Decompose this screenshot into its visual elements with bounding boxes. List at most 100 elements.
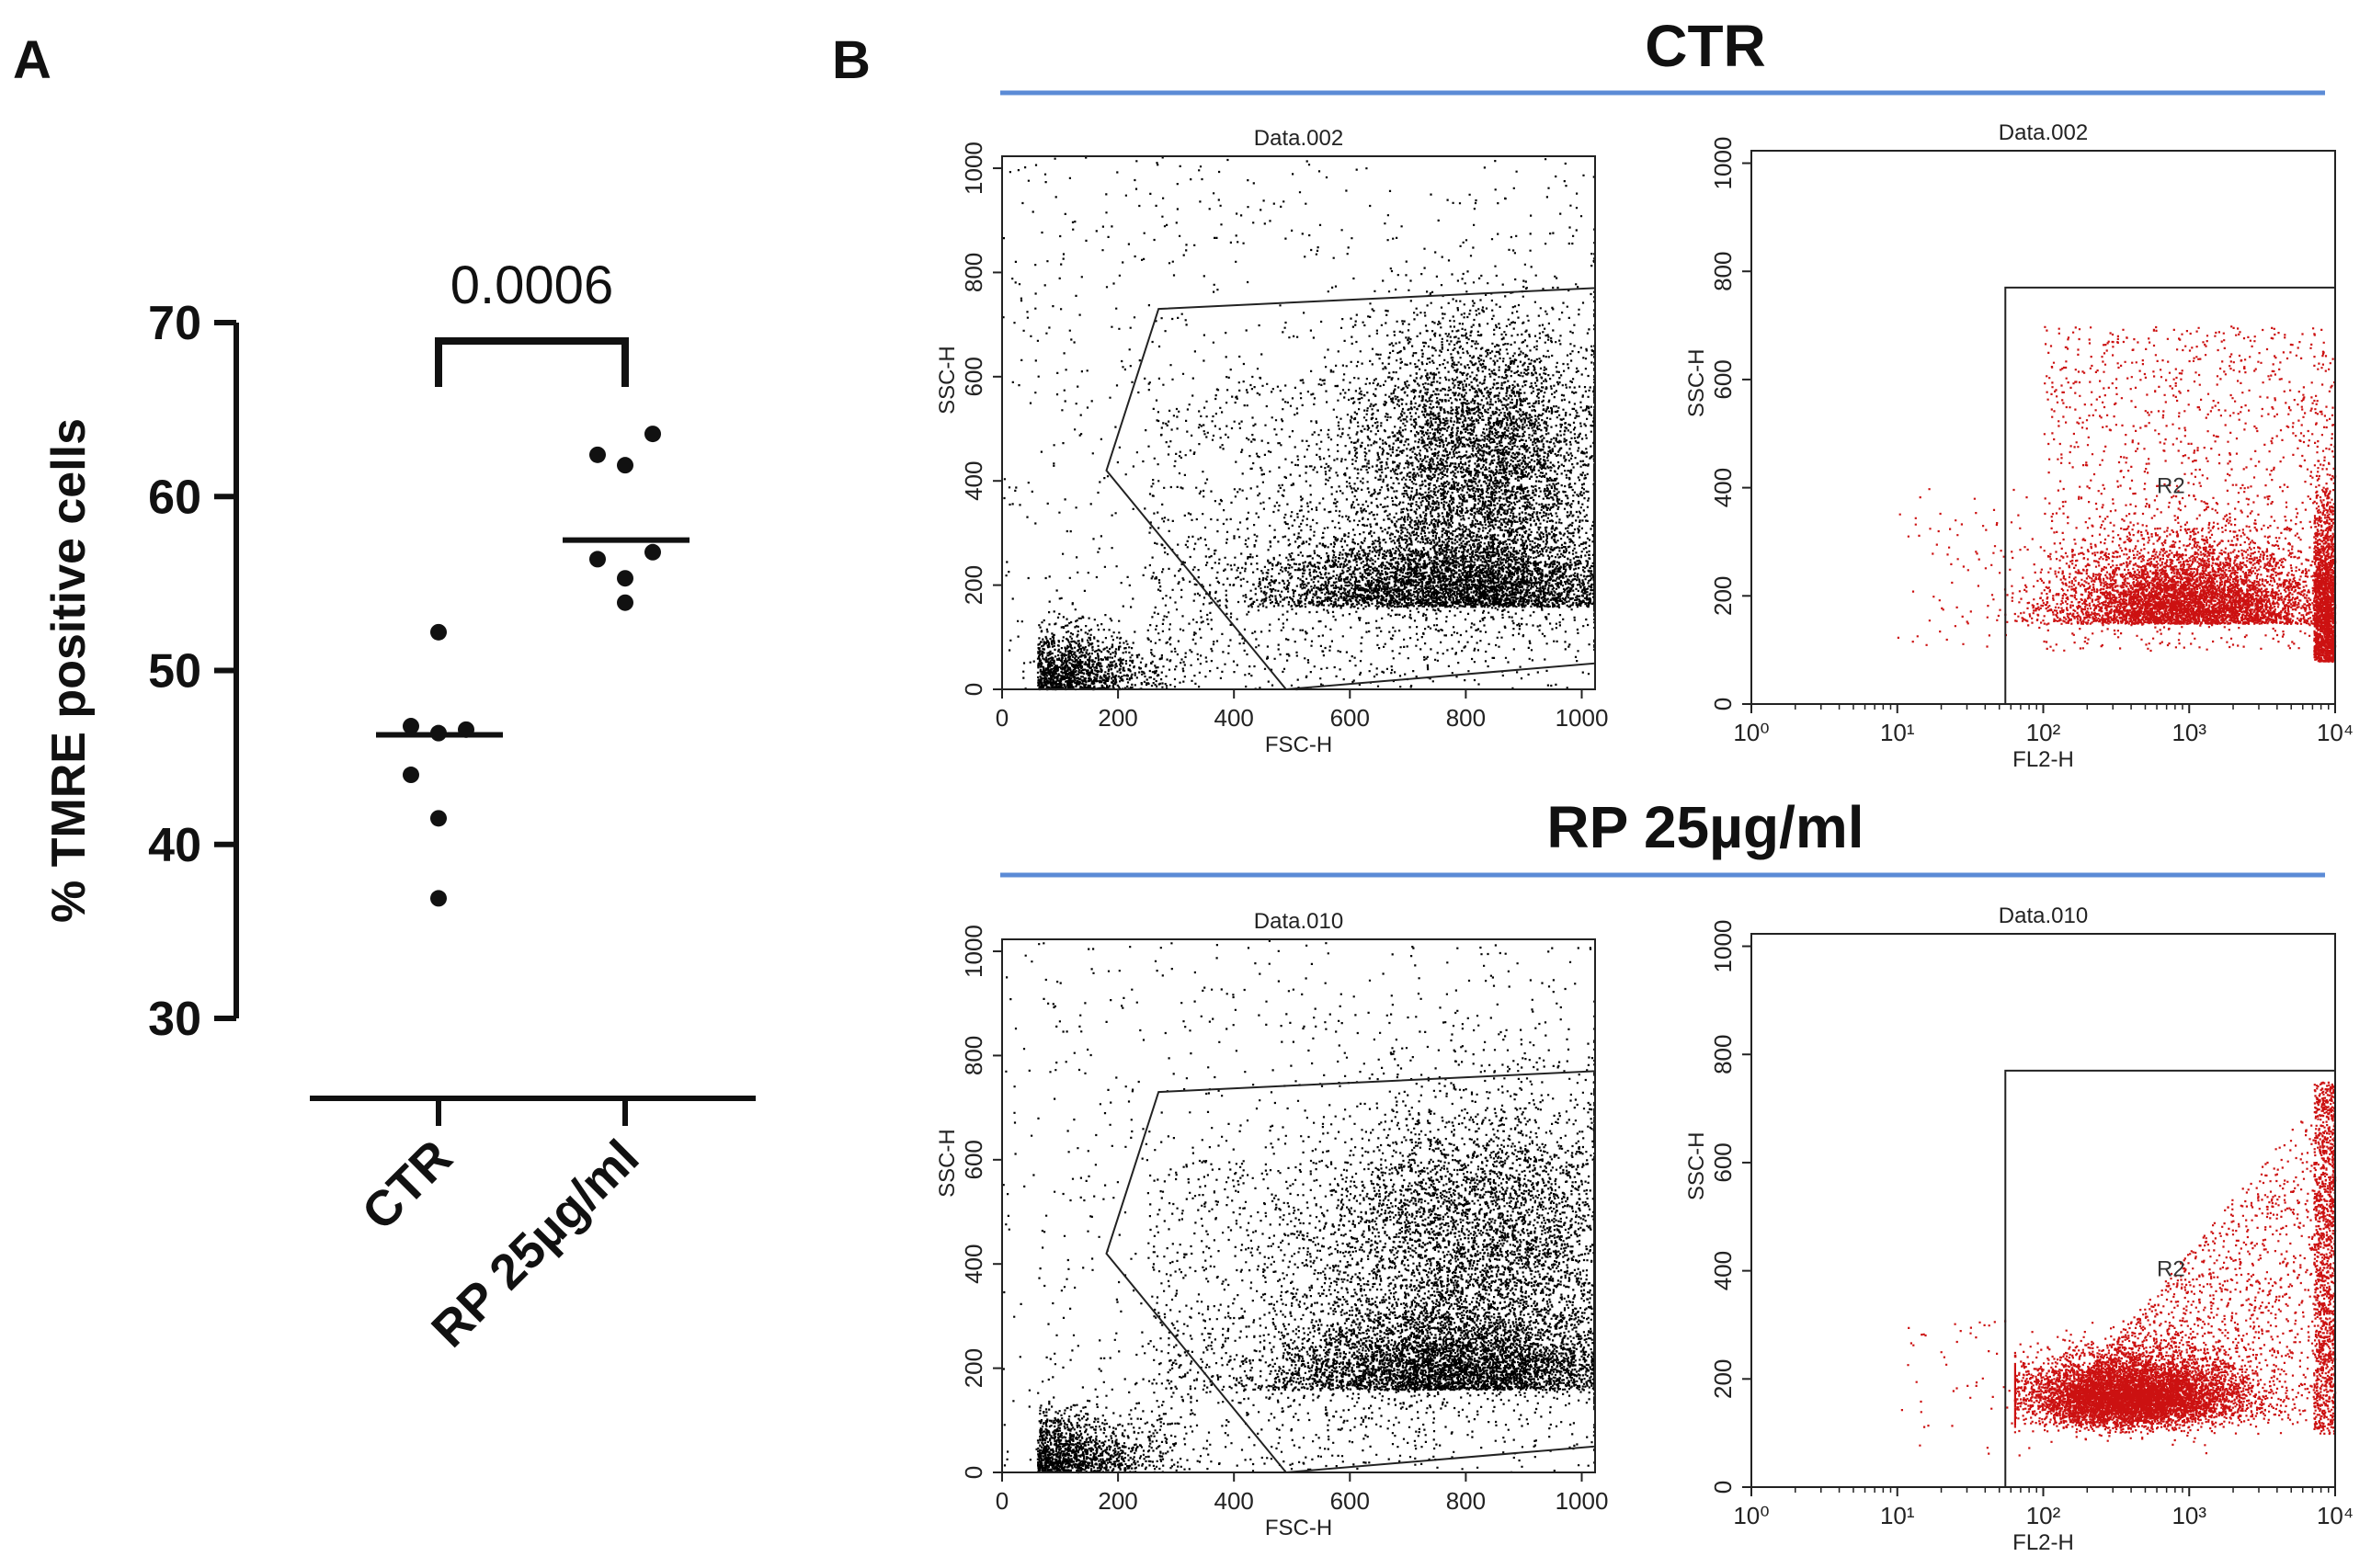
y-tick-label: 400 — [1709, 468, 1737, 507]
flow-plot-rp-fl2-ssc: Data.010 R2 0 200 400 600 800 1000 SSC-H 10⁰ 10¹ 10… — [1684, 903, 2354, 1555]
y-tick-label: 1000 — [1709, 137, 1737, 190]
x-tick-label: 10¹ — [1880, 719, 1915, 746]
x-tick-label: 10² — [2026, 1502, 2061, 1529]
x-tick-label: 10³ — [2172, 1502, 2206, 1529]
gate-polygon — [1105, 287, 1596, 691]
data-point — [617, 594, 633, 611]
y-tick-label: 400 — [960, 1244, 987, 1284]
p-value-label: 0.0006 — [450, 256, 613, 315]
y-tick-label: 200 — [1709, 1359, 1737, 1399]
condition-title-rp: RP 25µg/ml — [1546, 794, 1864, 860]
x-tick-label: 10³ — [2172, 719, 2206, 746]
x-tick-label: 10⁰ — [1733, 719, 1769, 746]
x-tick-label: 400 — [1214, 704, 1254, 732]
flow-plot-ctr-fsc-ssc: Data.002 0 200 400 600 800 1000 SSC-H 0 200 400 600… — [935, 126, 1608, 757]
y-tick-label: 600 — [960, 357, 987, 396]
x-tick-label: 800 — [1446, 1487, 1486, 1515]
y-tick-label: 1000 — [1709, 920, 1737, 973]
y-tick-label: 600 — [1709, 359, 1737, 399]
panel-a-label: A — [13, 30, 51, 90]
y-tick-label: 400 — [960, 461, 987, 501]
y-tick-label: 0 — [960, 1466, 987, 1479]
y-tick-label: 0 — [1709, 1481, 1737, 1494]
gate-region — [2004, 286, 2336, 705]
x-tick-label: 400 — [1214, 1487, 1254, 1515]
x-tick-label: CTR — [352, 1130, 463, 1241]
plot-title: Data.002 — [1999, 120, 2088, 145]
x-tick-label: 10¹ — [1880, 1502, 1915, 1529]
data-point — [430, 623, 447, 641]
data-point — [403, 718, 419, 735]
x-tick-label: 600 — [1330, 1487, 1370, 1515]
plot-title: Data.002 — [1254, 126, 1343, 151]
x-axis-title: FSC-H — [1265, 1516, 1332, 1540]
x-tick-label: 200 — [1098, 1487, 1137, 1515]
y-axis-title: % TMRE positive cells — [42, 418, 96, 923]
x-tick-label: 10² — [2026, 719, 2061, 746]
y-tick-label: 40 — [148, 819, 201, 872]
y-axis-title: SSC-H — [935, 346, 960, 415]
gate-region — [2004, 1069, 2336, 1488]
y-tick-label: 200 — [1709, 576, 1737, 616]
y-tick-label: 200 — [960, 565, 987, 605]
data-point — [617, 570, 633, 587]
y-tick-label: 60 — [148, 471, 201, 524]
y-tick-label: 800 — [960, 1036, 987, 1075]
x-tick-label: 1000 — [1556, 1487, 1609, 1515]
y-tick-label: 0 — [1709, 698, 1737, 710]
y-tick-label: 400 — [1709, 1251, 1737, 1290]
plot-title: Data.010 — [1254, 909, 1343, 934]
significance-bracket — [435, 337, 629, 387]
data-point — [403, 767, 419, 784]
data-point — [430, 810, 447, 827]
x-axis-title: FSC-H — [1265, 733, 1332, 757]
plot-frame — [1001, 938, 1596, 1473]
condition-title-ctr: CTR — [1645, 13, 1766, 79]
flow-plot-ctr-fl2-ssc: Data.002 R2 0 200 400 600 800 1000 SSC-H 10⁰ 10¹ 10… — [1684, 120, 2354, 772]
x-axis-title: FL2-H — [2012, 747, 2074, 772]
x-tick-label: 0 — [996, 1487, 1009, 1515]
y-tick-label: 600 — [960, 1140, 987, 1179]
event-dots — [1897, 325, 2337, 664]
y-tick-label: 1000 — [960, 925, 987, 978]
y-tick-label: 0 — [960, 683, 987, 696]
data-point — [430, 890, 447, 907]
y-axis-title: SSC-H — [1684, 1132, 1709, 1201]
data-point — [589, 446, 606, 463]
x-tick-label: 600 — [1330, 704, 1370, 732]
event-dots — [1002, 156, 1596, 691]
y-tick-label: 200 — [960, 1348, 987, 1388]
y-tick-label: 800 — [1709, 252, 1737, 291]
x-tick-label: 10⁴ — [2317, 719, 2354, 746]
y-axis-title: SSC-H — [1684, 349, 1709, 418]
data-point — [644, 543, 661, 561]
y-tick-label: 800 — [1709, 1035, 1737, 1074]
y-tick-label: 30 — [148, 993, 201, 1046]
y-tick-label: 600 — [1709, 1142, 1737, 1182]
gate-label: R2 — [2157, 473, 2185, 498]
x-tick-label: 1000 — [1556, 704, 1609, 732]
event-dots — [1900, 1081, 2337, 1457]
panel-b-label: B — [832, 30, 871, 90]
plot-title: Data.010 — [1999, 903, 2088, 928]
gate-label: R2 — [2157, 1256, 2185, 1281]
x-tick-label: 10⁰ — [1733, 1502, 1769, 1529]
data-point — [589, 551, 606, 568]
data-point — [644, 426, 661, 443]
x-tick-label: 0 — [996, 704, 1009, 732]
y-axis-title: SSC-H — [935, 1129, 960, 1198]
x-axis-title: FL2-H — [2012, 1530, 2074, 1555]
x-tick-label: 800 — [1446, 704, 1486, 732]
y-tick-label: 70 — [148, 297, 201, 350]
y-tick-label: 50 — [148, 645, 201, 699]
x-tick-label: 10⁴ — [2317, 1502, 2354, 1529]
y-tick-label: 1000 — [960, 142, 987, 195]
data-point — [617, 457, 633, 474]
event-dots — [1002, 939, 1596, 1474]
gate-polygon — [1105, 1070, 1596, 1474]
x-tick-label: 200 — [1098, 704, 1137, 732]
flow-plot-rp-fsc-ssc: Data.010 0 200 400 600 800 1000 SSC-H 0 200 400 600… — [935, 909, 1608, 1540]
y-tick-label: 800 — [960, 253, 987, 292]
